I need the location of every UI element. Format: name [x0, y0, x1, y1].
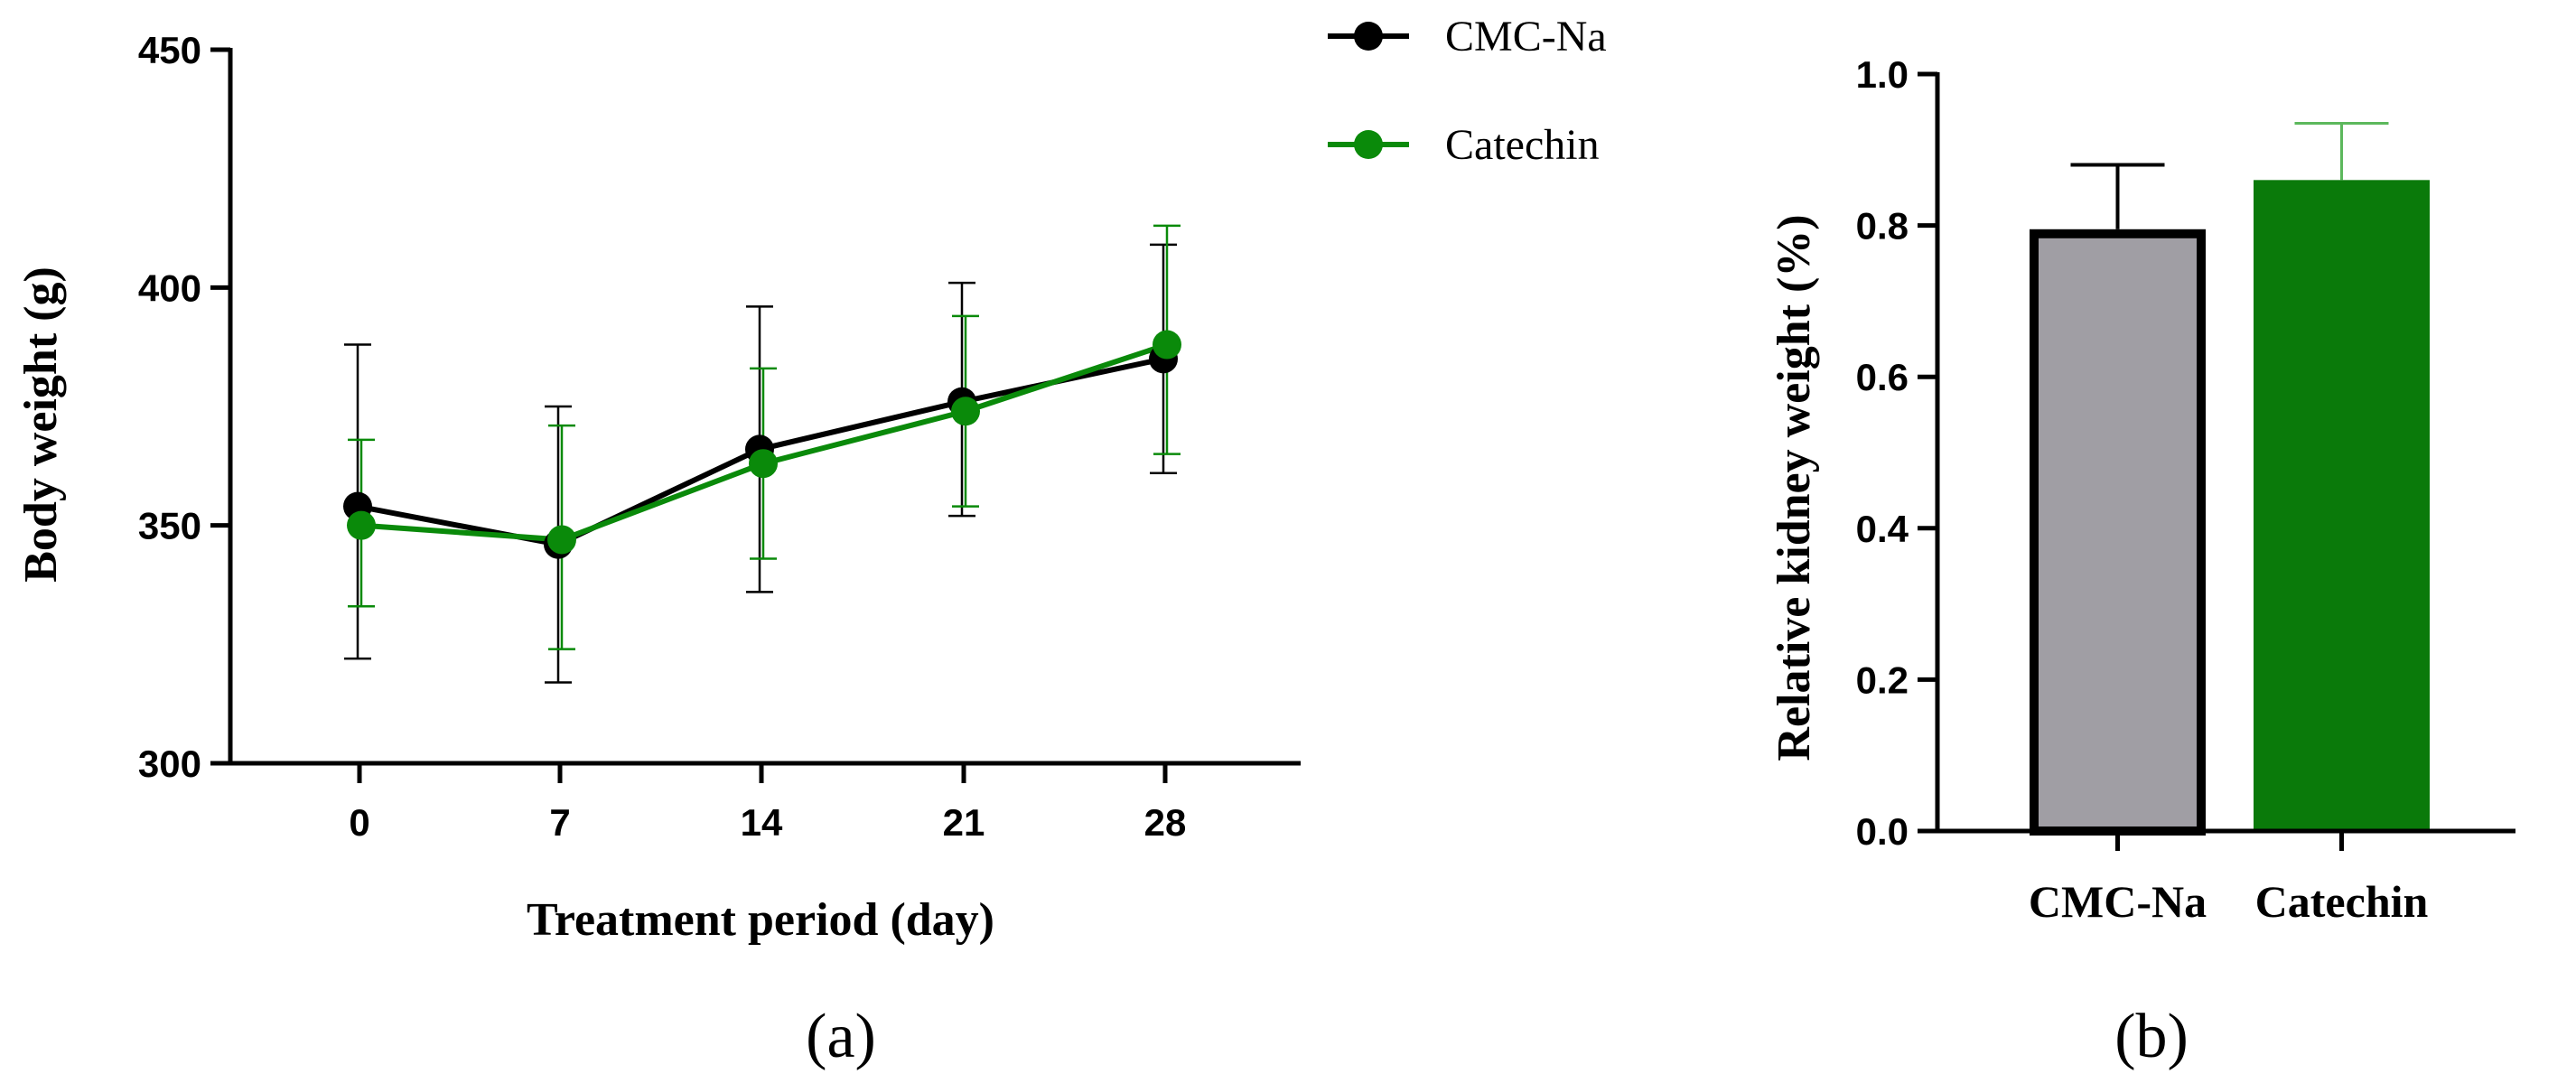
- b-panel-label: (b): [2114, 1002, 2189, 1071]
- a-data-point: [749, 449, 778, 479]
- b-y-tick-label: 0.8: [1856, 205, 1909, 247]
- a-points: [343, 330, 1181, 559]
- a-panel-label: (a): [806, 1002, 876, 1071]
- a-legend-marker: [1354, 22, 1383, 51]
- b-error-bars: [2070, 121, 2389, 229]
- a-tick-labels: 300 350 400 450 0 7 14 21 28: [138, 29, 1186, 844]
- b-y-tick-label: 0.0: [1856, 810, 1909, 853]
- b-bar: [2030, 229, 2206, 836]
- a-x-tick-label: 0: [349, 801, 369, 844]
- b-y-tick-label: 0.4: [1856, 508, 1909, 550]
- a-data-point: [951, 397, 980, 426]
- a-x-tick-label: 28: [1144, 801, 1187, 844]
- a-x-tick-label: 14: [741, 801, 783, 844]
- a-legend-label: Catechin: [1445, 121, 1600, 169]
- a-y-tick-label: 300: [138, 742, 201, 785]
- a-x-tick-label: 21: [943, 801, 985, 844]
- b-bar: [2254, 180, 2430, 831]
- b-x-tick-label: CMC-Na: [2029, 876, 2207, 927]
- b-bars: [2030, 180, 2430, 836]
- a-x-axis-title: Treatment period (day): [527, 894, 994, 946]
- a-x-tick-label: 7: [549, 801, 570, 844]
- b-axes: [1918, 71, 2515, 851]
- a-data-point: [347, 510, 376, 540]
- a-axes: [210, 47, 1301, 783]
- kidney-weight-bar-chart: CMC-Na Catechin 0.0 0.2 0.4 0.6 0.8 1.0 Relativ…: [1769, 53, 2515, 1071]
- a-y-tick-label: 450: [138, 29, 201, 71]
- b-y-tick-label: 0.6: [1856, 356, 1909, 398]
- a-legend-marker: [1354, 130, 1383, 159]
- b-y-tick-label: 1.0: [1856, 53, 1909, 96]
- a-legend-label: CMC-Na: [1445, 13, 1607, 61]
- a-y-axis-title: Body weight (g): [15, 266, 67, 583]
- body-weight-line-chart: 300 350 400 450 0 7 14 21 28 Treatment period (d…: [15, 13, 1607, 1071]
- a-y-tick-label: 350: [138, 505, 201, 547]
- b-y-axis-title: Relative kidney weight (%): [1769, 214, 1820, 761]
- a-data-point: [547, 525, 576, 555]
- a-y-tick-label: 400: [138, 266, 201, 309]
- a-legend: CMC-Na Catechin: [1328, 13, 1607, 169]
- a-data-point: [1153, 330, 1181, 360]
- b-y-tick-label: 0.2: [1856, 658, 1909, 701]
- b-x-tick-label: Catechin: [2255, 876, 2429, 927]
- b-tick-labels: CMC-Na Catechin 0.0 0.2 0.4 0.6 0.8 1.0: [1856, 53, 2429, 927]
